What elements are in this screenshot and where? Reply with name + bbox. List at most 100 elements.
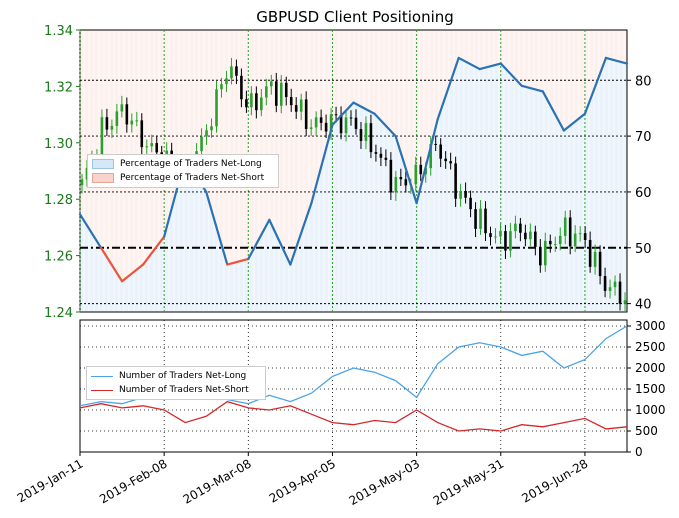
candle-body (379, 153, 383, 158)
candle-body (140, 120, 144, 148)
candle-body (499, 231, 502, 237)
net-long-percentage-segment (99, 246, 124, 283)
price-tick-label: 1.26 (44, 250, 73, 265)
candle-body (479, 208, 482, 229)
candle-body (593, 251, 597, 267)
legend-label-count-long: Number of Traders Net-Long (119, 371, 247, 381)
net-long-percentage-segment (604, 56, 629, 65)
candle-body (583, 233, 587, 240)
net-long-percentage-segment (331, 101, 355, 127)
candle-body (200, 136, 203, 152)
net-long-percentage-segment (142, 235, 166, 266)
candle-body (539, 246, 542, 266)
candle-body (469, 197, 472, 210)
candle-body (250, 93, 253, 108)
candle-body (474, 209, 477, 229)
candle-body (120, 104, 124, 112)
chart-title: GBPUSD Client Positioning (256, 8, 454, 26)
candle-body (110, 125, 114, 130)
date-tick-label: 2019-Jun-28 (519, 456, 590, 505)
percent-tick-label: 80 (635, 74, 652, 89)
candle-body (419, 164, 423, 175)
candle-body (514, 223, 517, 232)
net-long-percentage-segment (499, 62, 523, 87)
candle-body (519, 223, 522, 233)
candle-body (319, 117, 323, 123)
candle-body (135, 120, 139, 122)
candle-body (543, 240, 547, 266)
candle-body (260, 97, 263, 111)
percent-tick-label: 60 (635, 186, 652, 201)
net-long-percentage-segment (478, 62, 502, 71)
price-tick-label: 1.28 (44, 193, 73, 208)
candle-body (534, 231, 537, 247)
candle-body (573, 233, 577, 247)
net-long-percentage-segment (247, 218, 271, 261)
candle-body (374, 152, 378, 154)
candle-body (529, 231, 532, 240)
bottom-panel-frame (79, 319, 628, 453)
candle-body (524, 232, 527, 240)
candle-body (255, 93, 258, 111)
candle-body (439, 144, 442, 159)
net-long-percentage-segment (457, 56, 481, 71)
candle-body (354, 117, 358, 130)
candle-body (130, 120, 134, 125)
net-long-percentage-segment (373, 112, 397, 138)
candle-body (404, 179, 408, 186)
candle-body (608, 287, 612, 291)
net-long-percentage-segment (310, 123, 334, 205)
candle-body (334, 114, 338, 116)
candle-body (553, 244, 557, 246)
candle-body (394, 176, 398, 193)
candle-body (389, 159, 393, 193)
candle-body (568, 217, 572, 247)
net-long-percentage-segment (520, 84, 544, 93)
candle-body (314, 117, 318, 128)
legend-item-net-short: Percentage of Traders Net-Short (88, 171, 278, 185)
candle-body (449, 161, 452, 164)
price-tick-label: 1.32 (44, 80, 73, 95)
net-long-percentage-segment (394, 134, 418, 205)
net-long-percentage-segment (78, 213, 103, 249)
candle-body (563, 217, 567, 236)
candle-body (210, 126, 213, 131)
candle-body (588, 239, 592, 267)
candle-body (344, 117, 348, 134)
candle-body (578, 233, 582, 235)
candle-body (294, 105, 298, 112)
candle-body (115, 111, 119, 126)
candle-body (105, 117, 109, 130)
legend-label-count-short: Number of Traders Net-Short (119, 385, 249, 395)
price-tick-label: 1.24 (44, 306, 73, 321)
date-tick-label: 2019-May-03 (347, 456, 422, 508)
net-long-percentage-segment (120, 263, 145, 283)
net-long-percentage-segment (205, 190, 229, 266)
candle-body (598, 251, 602, 277)
count-tick-label: 3000 (635, 319, 666, 333)
candle-body (85, 167, 89, 180)
candle-body (369, 123, 373, 153)
candle-body (324, 122, 328, 132)
net-long-percentage-segment (268, 218, 292, 266)
legend-line-count-short (91, 389, 113, 391)
legend-counts: Number of Traders Net-Long Number of Tra… (86, 366, 266, 400)
candle-body (509, 231, 512, 251)
candle-body (125, 104, 129, 125)
date-tick-label: 2019-Jan-11 (15, 456, 86, 505)
candle-body (215, 89, 218, 127)
candle-body (359, 129, 363, 141)
candle-body (265, 86, 268, 98)
candle-body (444, 158, 447, 162)
candle-body (245, 99, 248, 108)
candle-body (279, 82, 283, 106)
legend-item-net-long: Percentage of Traders Net-Long (88, 157, 278, 171)
net-long-percentage-segment (436, 56, 460, 121)
count-net-short-line (79, 400, 628, 432)
candle-body (603, 276, 607, 291)
net-long-percentage-segment (583, 56, 608, 115)
candle-body (274, 81, 278, 106)
candle-body (150, 143, 154, 147)
date-tick-label: 2019-Feb-08 (97, 456, 170, 506)
candle-body (618, 281, 622, 304)
